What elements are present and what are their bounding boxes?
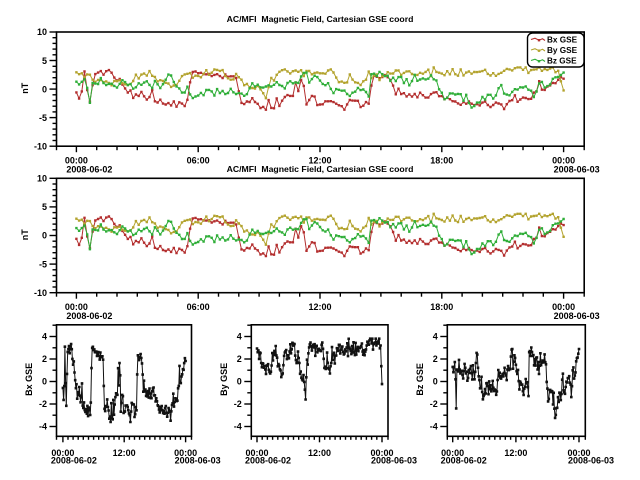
svg-text:0: 0 [237, 377, 242, 387]
svg-text:2008-06-03: 2008-06-03 [554, 165, 600, 175]
svg-text:06:00: 06:00 [187, 156, 210, 166]
svg-text:00:00: 00:00 [567, 448, 590, 458]
svg-text:12:00: 12:00 [308, 448, 331, 458]
svg-text:Bz GSE: Bz GSE [547, 57, 577, 66]
svg-text:-10: -10 [34, 288, 47, 298]
svg-text:10: 10 [37, 27, 47, 37]
svg-text:2008-06-03: 2008-06-03 [554, 311, 600, 321]
svg-text:Bz GSE: Bz GSE [415, 363, 425, 396]
svg-text:18:00: 18:00 [430, 156, 453, 166]
svg-text:12:00: 12:00 [113, 448, 136, 458]
svg-text:4: 4 [433, 332, 438, 342]
svg-text:-5: -5 [39, 259, 47, 269]
svg-text:00:00: 00:00 [51, 448, 74, 458]
svg-text:0: 0 [433, 377, 438, 387]
svg-text:00:00: 00:00 [245, 448, 268, 458]
svg-text:-4: -4 [234, 422, 242, 432]
svg-text:-5: -5 [39, 113, 47, 123]
svg-text:5: 5 [42, 56, 47, 66]
svg-text:Bx GSE: Bx GSE [24, 363, 34, 396]
svg-text:2008-06-03: 2008-06-03 [175, 456, 221, 466]
svg-text:06:00: 06:00 [187, 302, 210, 312]
svg-text:18:00: 18:00 [430, 302, 453, 312]
svg-text:Bx GSE: Bx GSE [547, 36, 578, 45]
svg-text:00:00: 00:00 [65, 302, 88, 312]
svg-text:00:00: 00:00 [441, 448, 464, 458]
svg-text:2008-06-03: 2008-06-03 [568, 456, 614, 466]
svg-text:0: 0 [42, 377, 47, 387]
svg-text:10: 10 [37, 174, 47, 184]
svg-text:12:00: 12:00 [308, 156, 331, 166]
svg-text:2008-06-02: 2008-06-02 [441, 456, 487, 466]
svg-text:By GSE: By GSE [547, 46, 578, 55]
svg-text:-4: -4 [39, 422, 47, 432]
svg-text:00:00: 00:00 [552, 302, 575, 312]
svg-text:AC/MFI Magnetic Field, Cartes: AC/MFI Magnetic Field, Cartesian GSE coo… [227, 164, 414, 174]
svg-text:4: 4 [237, 332, 242, 342]
svg-text:2008-06-02: 2008-06-02 [245, 456, 291, 466]
svg-text:2008-06-02: 2008-06-02 [66, 165, 112, 175]
svg-text:0: 0 [42, 231, 47, 241]
svg-text:00:00: 00:00 [174, 448, 197, 458]
svg-text:-2: -2 [430, 399, 438, 409]
svg-text:12:00: 12:00 [504, 448, 527, 458]
svg-text:4: 4 [42, 332, 47, 342]
svg-text:2008-06-02: 2008-06-02 [66, 311, 112, 321]
svg-text:-10: -10 [34, 141, 47, 151]
svg-text:-4: -4 [430, 422, 438, 432]
svg-text:2: 2 [42, 354, 47, 364]
svg-text:2: 2 [433, 354, 438, 364]
svg-text:By GSE: By GSE [219, 363, 229, 396]
svg-text:0: 0 [42, 84, 47, 94]
svg-text:nT: nT [20, 229, 30, 240]
svg-text:-2: -2 [39, 399, 47, 409]
svg-text:nT: nT [20, 82, 30, 93]
svg-text:AC/MFI Magnetic Field, Cartes: AC/MFI Magnetic Field, Cartesian GSE coo… [227, 14, 414, 24]
svg-text:5: 5 [42, 202, 47, 212]
svg-text:2: 2 [237, 354, 242, 364]
svg-text:00:00: 00:00 [370, 448, 393, 458]
svg-text:-2: -2 [234, 399, 242, 409]
svg-text:12:00: 12:00 [308, 302, 331, 312]
svg-text:2008-06-03: 2008-06-03 [371, 456, 417, 466]
svg-text:00:00: 00:00 [552, 156, 575, 166]
svg-text:00:00: 00:00 [65, 156, 88, 166]
svg-text:2008-06-02: 2008-06-02 [51, 456, 97, 466]
